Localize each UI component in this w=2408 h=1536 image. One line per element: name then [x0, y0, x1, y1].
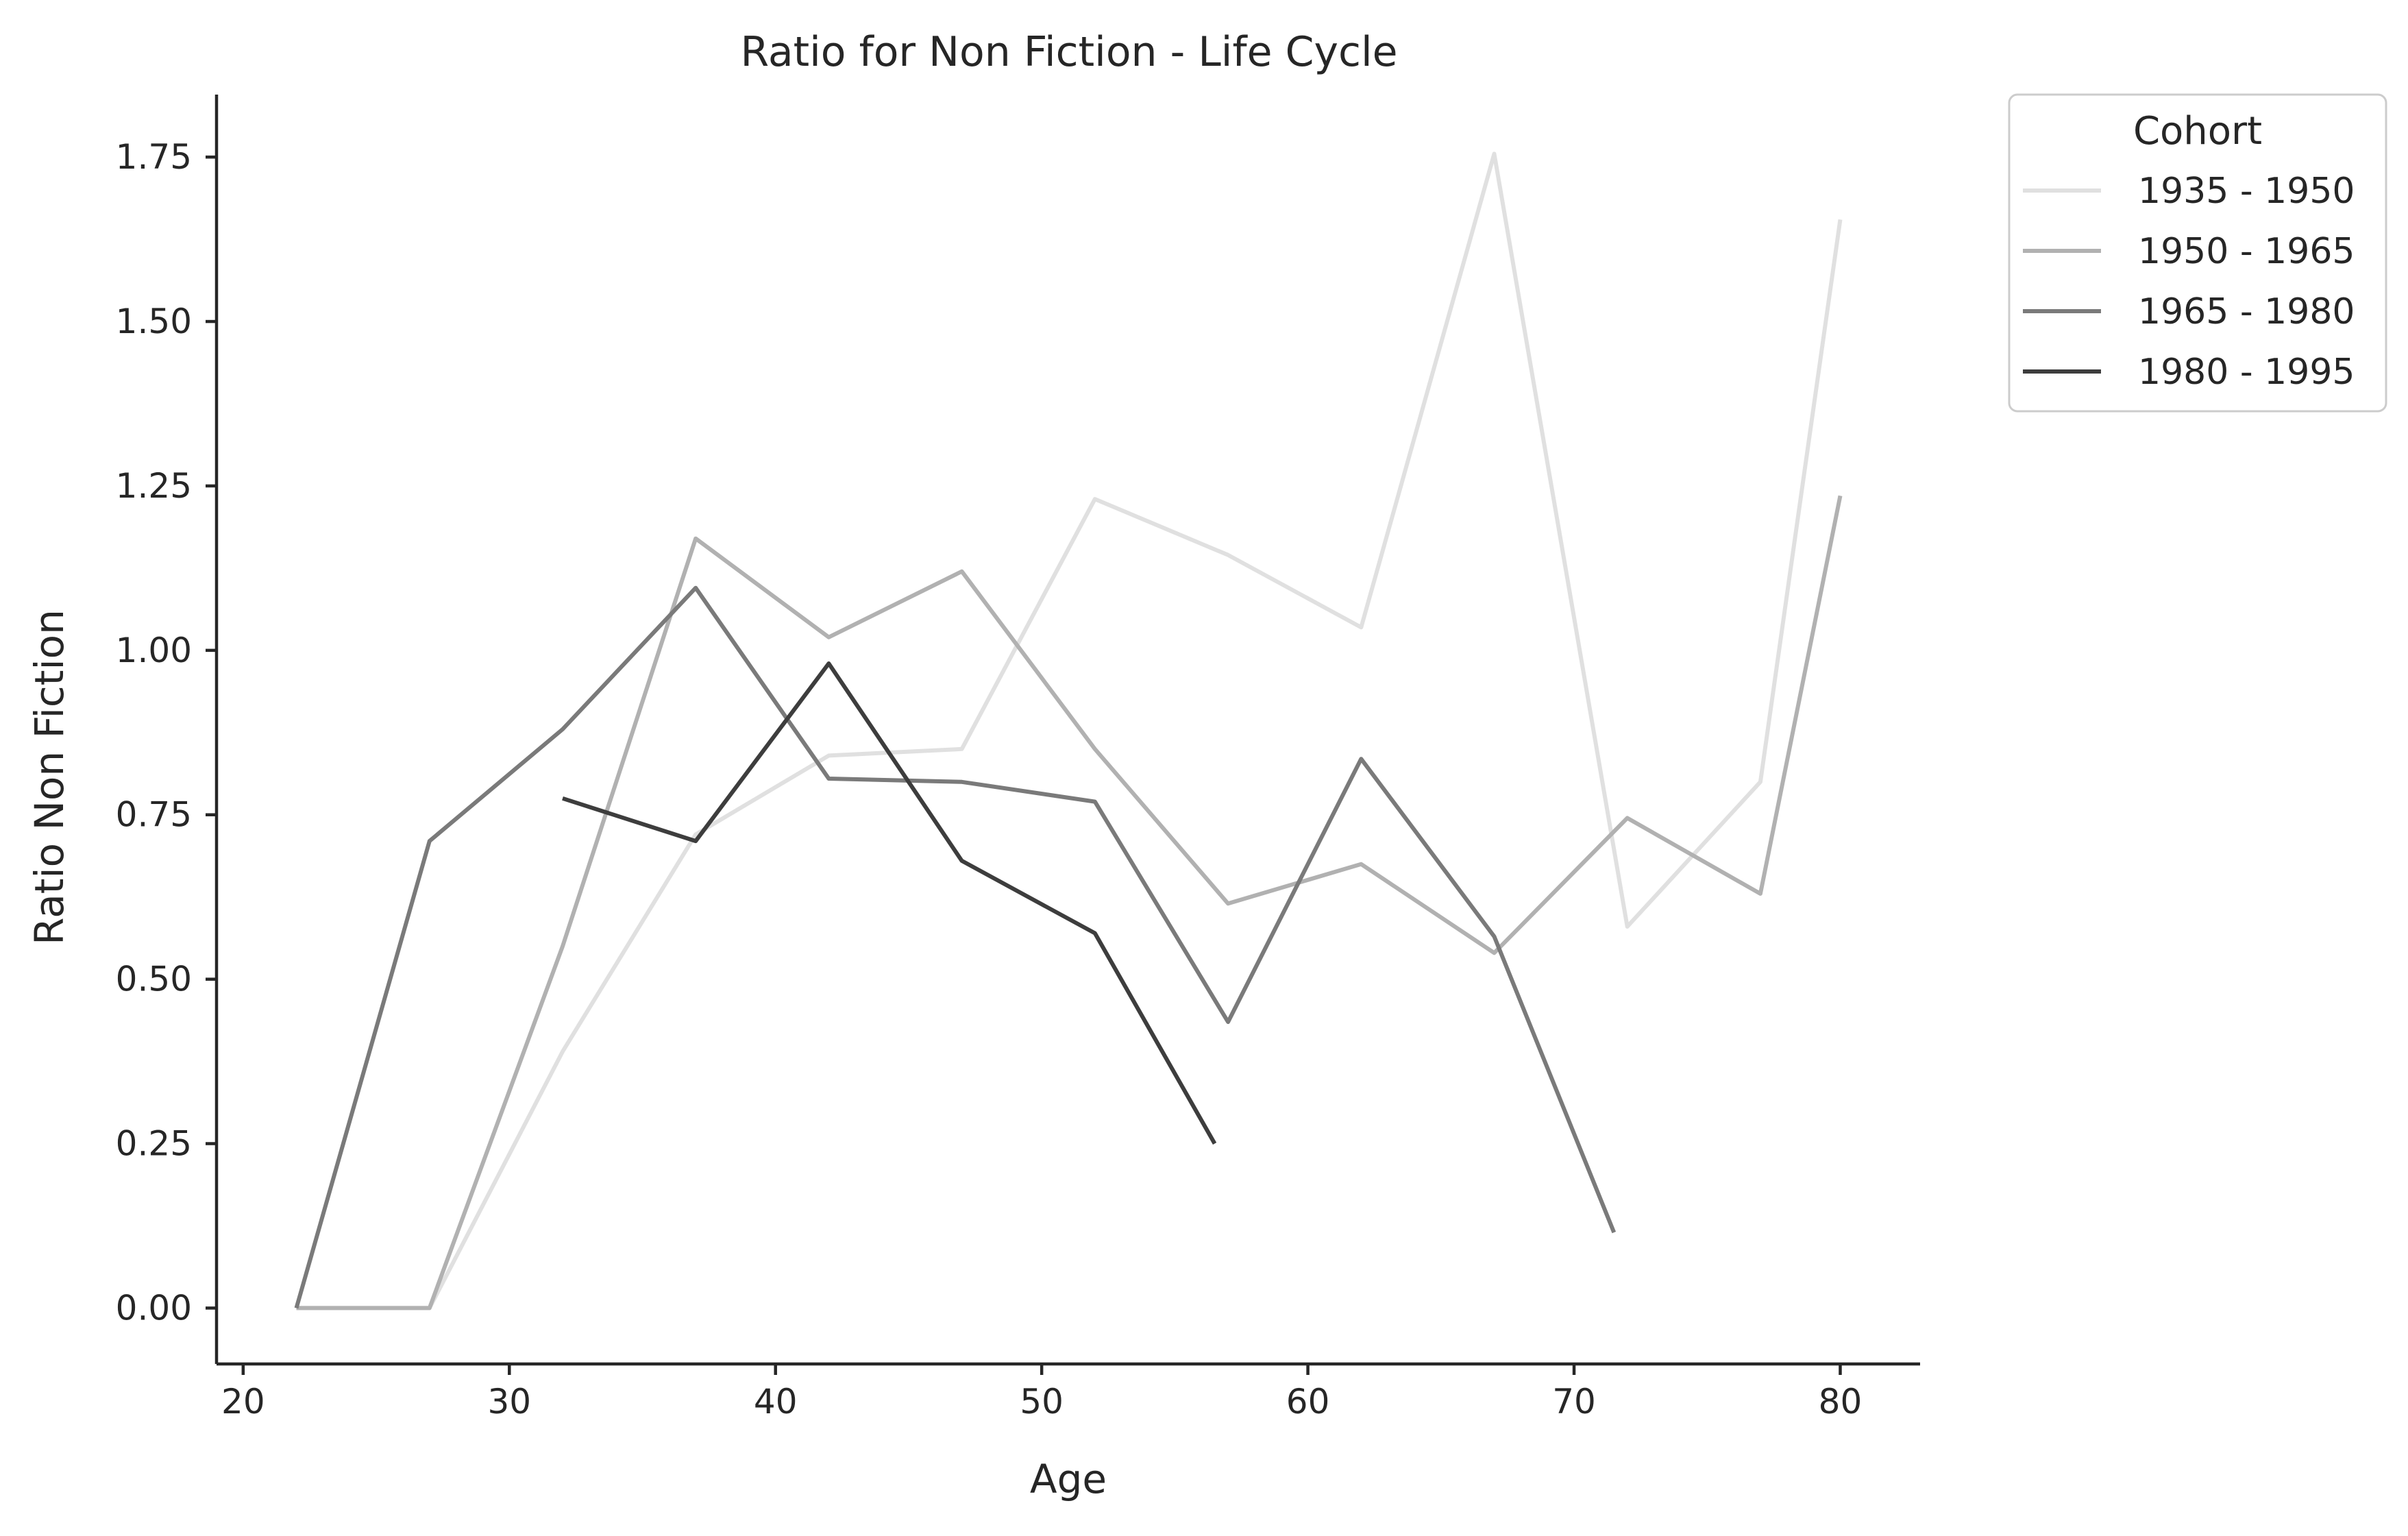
- x-tick-label: 30: [487, 1382, 531, 1422]
- y-tick-label: 0.25: [116, 1124, 192, 1164]
- series-line-2: [296, 495, 1843, 1311]
- legend: Cohort 1935 - 1950 1950 - 1965 1965 - 1980…: [2008, 93, 2387, 413]
- y-axis-label: Ratio Non Fiction: [26, 609, 73, 945]
- legend-label: 1980 - 1995: [2138, 352, 2355, 393]
- x-tick-label: 40: [754, 1382, 798, 1422]
- y-tick-label: 0.00: [116, 1288, 192, 1328]
- x-axis-ticks: 20 30 40 50 60 70 80: [221, 1364, 1862, 1422]
- x-tick-label: 60: [1286, 1382, 1330, 1422]
- series-line-3: [294, 585, 1617, 1309]
- series-line-1: [296, 151, 1843, 1311]
- x-tick-label: 70: [1552, 1382, 1596, 1422]
- y-axis-ticks: 0.00 0.25 0.50 0.75 1.00 1.25 1.50 1.75: [116, 137, 217, 1328]
- legend-items: 1935 - 1950 1950 - 1965 1965 - 1980 1980 - …: [2023, 171, 2355, 393]
- legend-label: 1935 - 1950: [2138, 171, 2355, 212]
- x-tick-label: 20: [221, 1382, 265, 1422]
- x-axis-label: Age: [1030, 1456, 1107, 1502]
- y-tick-label: 0.50: [116, 960, 192, 999]
- chart-title: Ratio for Non Fiction - Life Cycle: [740, 28, 1397, 76]
- series-layer: [294, 151, 1843, 1311]
- legend-label: 1950 - 1965: [2138, 231, 2355, 272]
- series-line-4: [562, 661, 1217, 1145]
- y-tick-label: 1.75: [116, 137, 192, 177]
- legend-label: 1965 - 1980: [2138, 291, 2355, 332]
- y-tick-label: 0.75: [116, 795, 192, 835]
- y-tick-label: 1.50: [116, 302, 192, 341]
- y-tick-label: 1.00: [116, 631, 192, 670]
- legend-title: Cohort: [2133, 109, 2262, 154]
- x-tick-label: 80: [1819, 1382, 1863, 1422]
- legend-frame: [2008, 93, 2387, 413]
- axes-layer: [214, 95, 1920, 1366]
- x-tick-label: 50: [1020, 1382, 1064, 1422]
- y-tick-label: 1.25: [116, 466, 192, 506]
